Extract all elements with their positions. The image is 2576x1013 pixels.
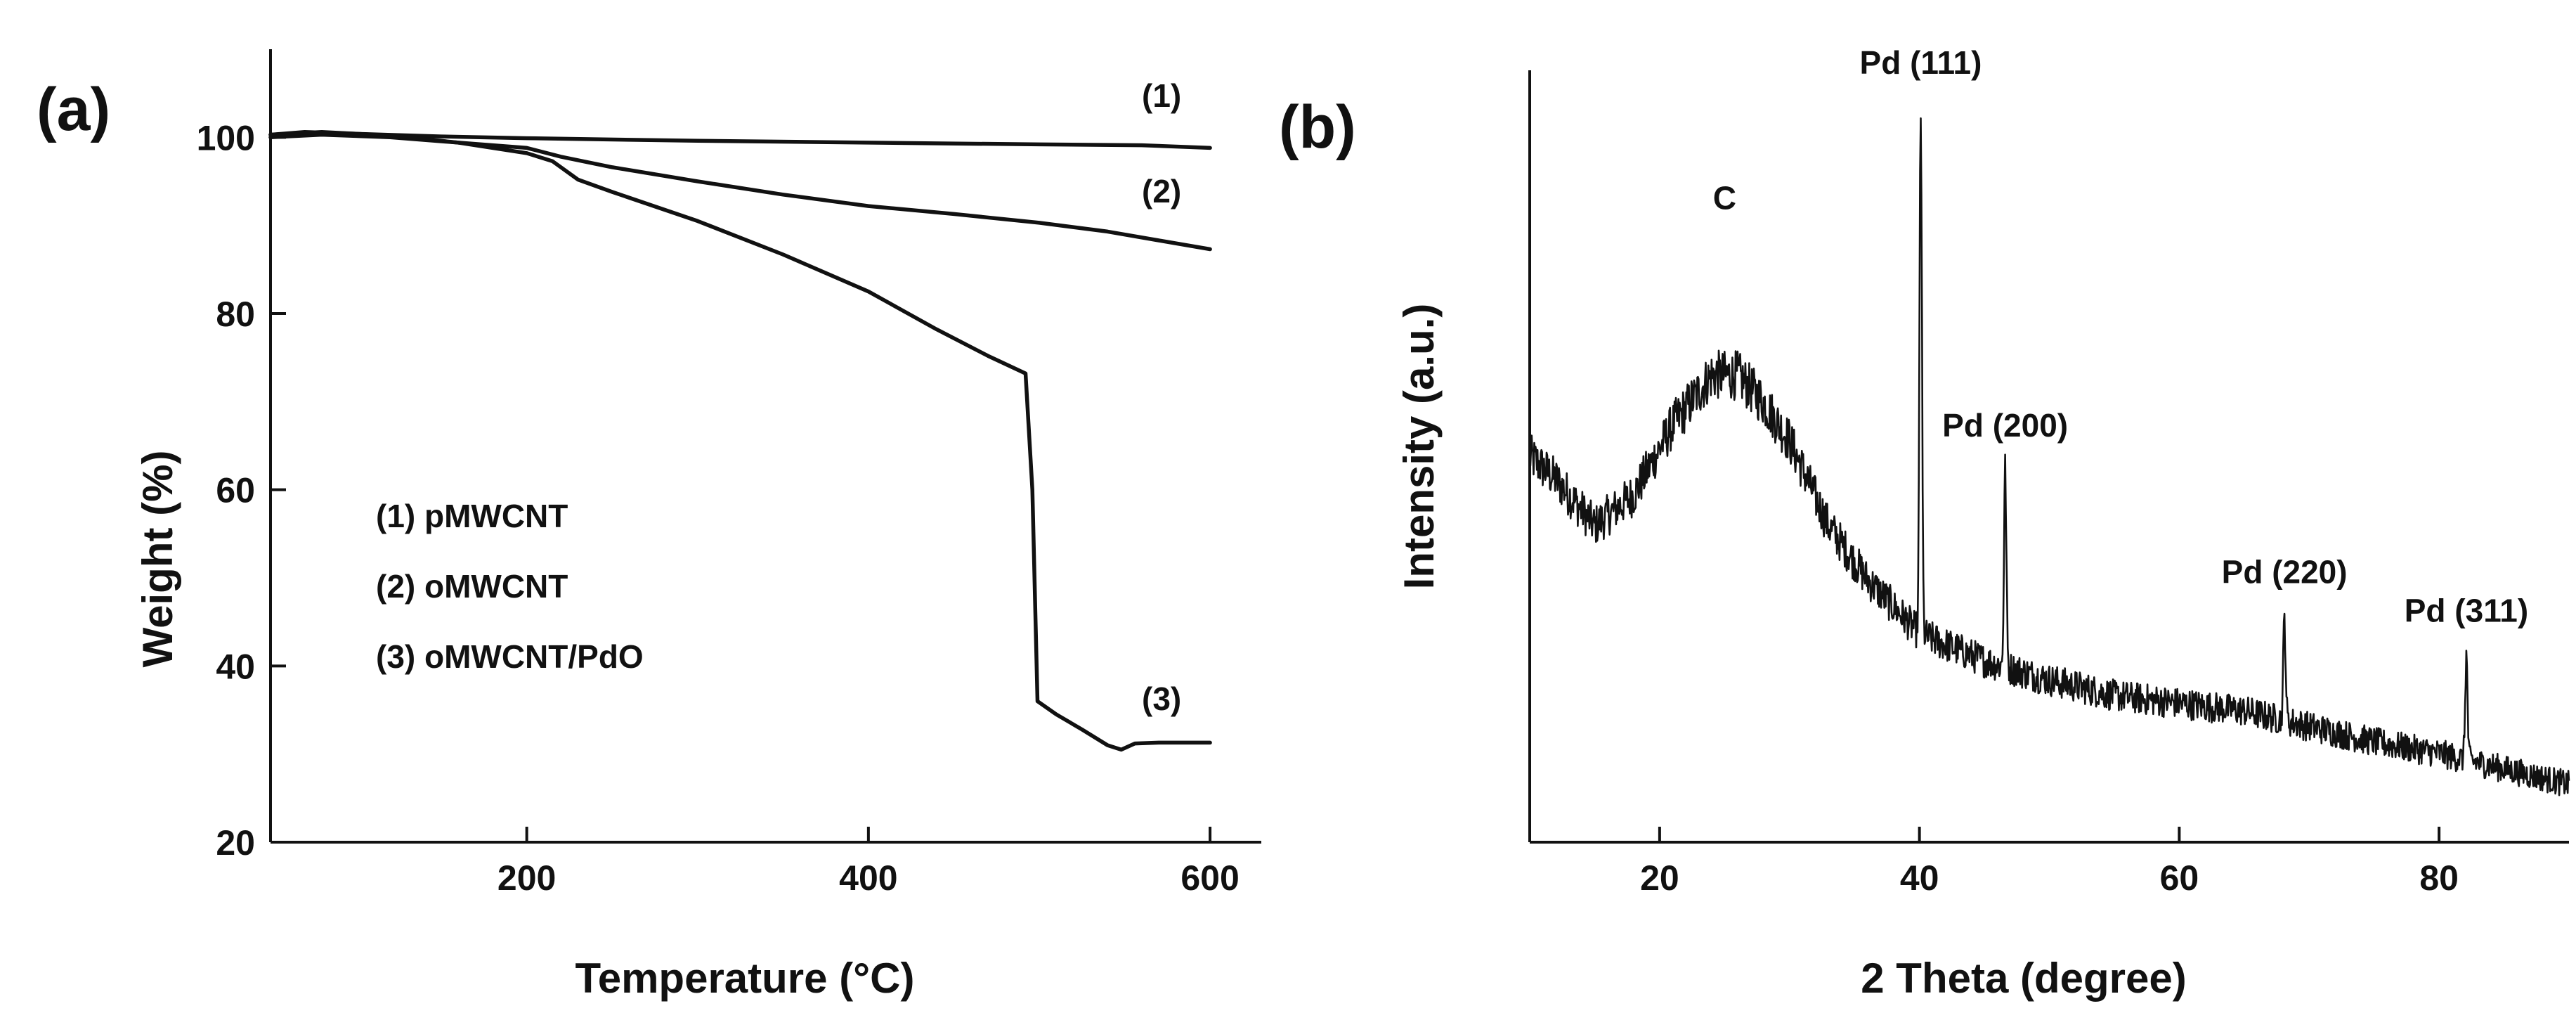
series-2-tag: (2) [1142, 173, 1181, 209]
xrd-peak-label: Pd (200) [1942, 407, 2068, 444]
panel-a-tga-chart: (a) Weight (%) Temperature (°C) 200 400 60… [37, 49, 1261, 1002]
panel-b-x-tick-label: 20 [1640, 858, 1679, 898]
panel-a-y-tick-label: 80 [216, 295, 255, 334]
panel-b-y-axis-title: Intensity (a.u.) [1396, 304, 1443, 590]
panel-a-x-tick-label: 400 [839, 858, 897, 898]
xrd-peak-label: Pd (220) [2222, 554, 2348, 591]
panel-a-label: (a) [37, 76, 110, 143]
panel-a-y-tick-label: 100 [197, 118, 255, 157]
panel-a-x-tick-label: 200 [497, 858, 556, 898]
panel-b-x-tick-label: 40 [1900, 858, 1939, 898]
xrd-peak-label: Pd (111) [1860, 44, 1982, 81]
panel-a-x-tick-label: 600 [1180, 858, 1239, 898]
xrd-peak-label: Pd (311) [2405, 592, 2528, 628]
xrd-carbon-annotation: C [1713, 180, 1736, 217]
panel-b-xrd-chart: (b) Intensity (a.u.) 2 Theta (degree) 20… [1279, 44, 2570, 1002]
series-3-tag: (3) [1142, 680, 1181, 717]
panel-a-y-axis-title: Weight (%) [134, 451, 181, 668]
panel-a-y-tick-label: 40 [216, 647, 255, 686]
panel-a-x-axis-title: Temperature (°C) [575, 955, 915, 1002]
panel-b-label: (b) [1279, 93, 1356, 161]
panel-b-x-tick-label: 80 [2419, 858, 2459, 898]
series-1-tag: (1) [1142, 77, 1181, 114]
panel-b-x-axis-title: 2 Theta (degree) [1861, 955, 2186, 1002]
legend-entry-3: (3) oMWCNT/PdO [376, 638, 644, 675]
legend-entry-2: (2) oMWCNT [376, 568, 568, 605]
tga-series-2-line [268, 132, 1212, 252]
panel-a-legend: (1) pMWCNT (2) oMWCNT (3) oMWCNT/PdO [376, 498, 644, 675]
panel-b-x-tick-label: 60 [2160, 858, 2199, 898]
xrd-pattern-line [1528, 117, 2570, 796]
panel-a-y-tick-label: 60 [216, 471, 255, 510]
tga-series-3-line [268, 130, 1212, 752]
panel-a-y-tick-label: 20 [216, 823, 255, 863]
legend-entry-1: (1) pMWCNT [376, 498, 568, 534]
